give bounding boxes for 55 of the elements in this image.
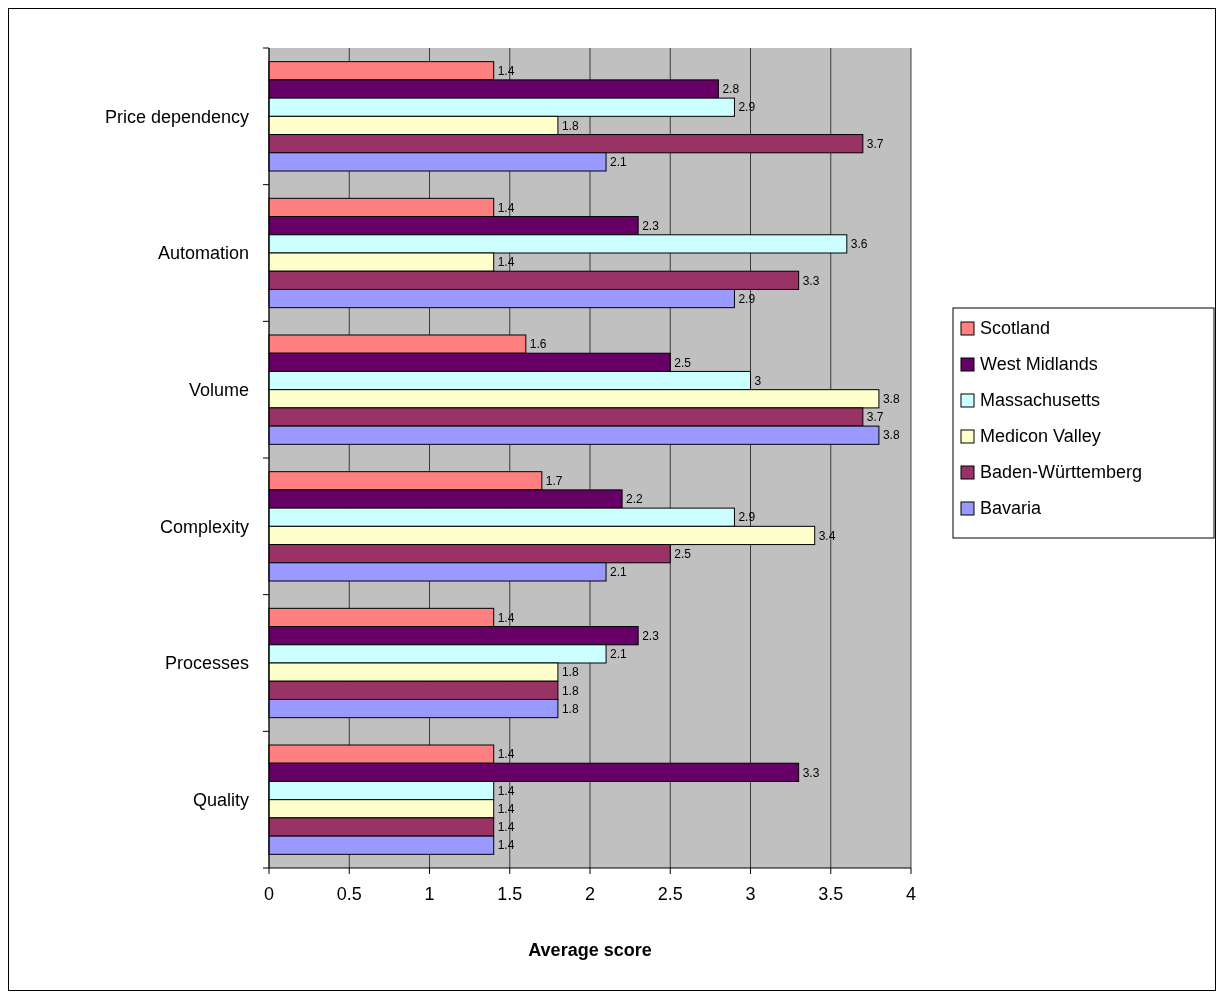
data-label: 2.8 — [722, 82, 740, 97]
x-tick-label: 2 — [584, 884, 596, 904]
data-label: 3.4 — [818, 528, 836, 543]
legend-label: Scotland — [980, 318, 1051, 339]
data-label: 1.4 — [497, 801, 515, 816]
data-label: 2.1 — [610, 647, 628, 662]
data-label: 1.4 — [497, 610, 515, 625]
legend-label: Baden-Württemberg — [980, 462, 1143, 483]
y-tick-label: Price dependency — [104, 106, 249, 127]
data-label: 3.3 — [802, 273, 820, 288]
x-tick-label: 3 — [745, 884, 756, 904]
data-label: 2.5 — [674, 355, 692, 370]
data-label: 1.4 — [497, 747, 515, 762]
data-label: 1.8 — [561, 701, 579, 716]
y-tick-label: Processes — [164, 653, 249, 674]
data-label: 1.4 — [497, 783, 515, 798]
data-label: 1.4 — [497, 820, 515, 835]
x-tick-label: 0 — [263, 884, 275, 904]
data-label: 2.2 — [626, 492, 644, 507]
data-label: 2.1 — [610, 155, 628, 170]
data-label: 1.8 — [561, 665, 579, 680]
y-tick-label: Automation — [157, 243, 249, 264]
y-tick-label: Quality — [192, 789, 249, 810]
data-label: 1.4 — [497, 255, 515, 270]
x-tick-label: 4 — [905, 884, 917, 904]
legend-label: Bavaria — [980, 498, 1043, 519]
data-label: 3 — [754, 373, 762, 388]
data-label: 2.3 — [642, 628, 660, 643]
data-label: 3.8 — [882, 428, 900, 443]
x-tick-label: 1 — [424, 884, 435, 904]
legend-label: Massachusetts — [980, 390, 1101, 411]
data-label: 3.3 — [802, 765, 820, 780]
data-label: 3.8 — [882, 391, 900, 406]
data-label: 1.4 — [497, 200, 515, 215]
legend-label: West Midlands — [980, 354, 1098, 375]
data-label: 1.7 — [545, 473, 563, 488]
data-label: 1.8 — [561, 118, 579, 133]
x-tick-label: 2.5 — [657, 884, 683, 904]
x-tick-label: 3.5 — [818, 884, 844, 904]
x-tick-label: 1.5 — [497, 884, 523, 904]
legend-label: Medicon Valley — [980, 426, 1101, 447]
data-label: 2.1 — [610, 565, 628, 580]
x-axis-title: Average score — [528, 940, 652, 960]
data-label: 3.6 — [850, 237, 868, 252]
data-label: 1.8 — [561, 683, 579, 698]
data-label: 2.3 — [642, 218, 660, 233]
data-label: 1.4 — [497, 838, 515, 853]
data-label: 3.7 — [866, 136, 884, 151]
y-tick-label: Volume — [188, 379, 249, 400]
data-label: 2.5 — [674, 546, 692, 561]
data-label: 1.6 — [529, 337, 547, 352]
y-tick-label: Complexity — [159, 516, 249, 537]
x-tick-label: 0.5 — [336, 884, 362, 904]
data-label: 3.7 — [866, 410, 884, 425]
data-label: 1.4 — [497, 63, 515, 78]
